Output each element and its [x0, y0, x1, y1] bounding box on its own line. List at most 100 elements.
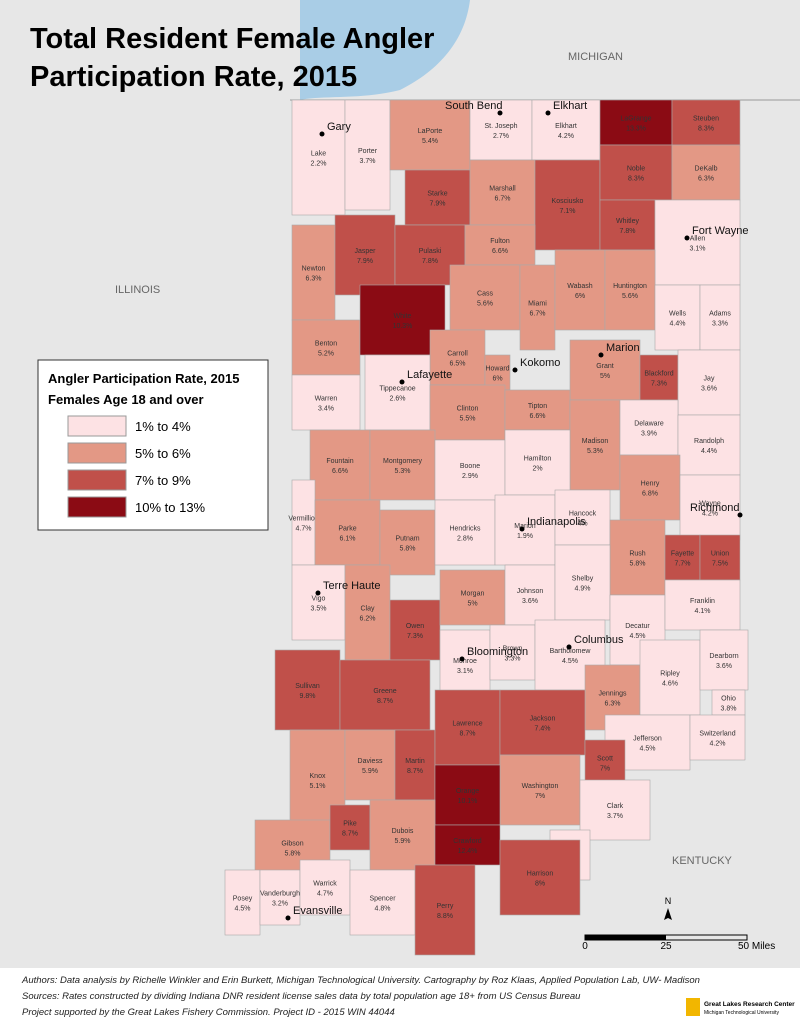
scale-label: 0	[582, 941, 588, 952]
county-rate: 5.5%	[460, 416, 476, 423]
county-rate: 2.6%	[390, 396, 406, 403]
county-rate: 6.1%	[340, 536, 356, 543]
county-name: Carroll	[447, 351, 468, 358]
county-area	[499, 689, 586, 756]
county-name: Marshall	[489, 186, 516, 193]
county-rate: 4.2%	[558, 133, 574, 140]
city-label: Columbus	[574, 634, 624, 646]
scale-label: 50 Miles	[738, 941, 775, 952]
city-dot	[545, 110, 551, 116]
county-name: Daviess	[358, 758, 383, 765]
county-rate: 2.9%	[462, 473, 478, 480]
county-rate: 4.7%	[296, 526, 312, 533]
county-name: Madison	[582, 438, 609, 445]
state-label: KENTUCKY	[672, 855, 733, 867]
county-area	[314, 499, 381, 566]
county-name: Crawford	[453, 838, 482, 845]
county-area	[439, 569, 506, 626]
county-rate: 4.5%	[640, 746, 656, 753]
county-area	[599, 144, 673, 201]
county-area	[654, 199, 741, 286]
scale-label: 25	[660, 941, 672, 952]
north-label: N	[665, 896, 672, 906]
county-rate: 3.7%	[360, 158, 376, 165]
county-area	[664, 579, 741, 631]
county-rate: 5.1%	[310, 783, 326, 790]
county-name: Gibson	[281, 841, 303, 848]
county-rate: 4.7%	[317, 891, 333, 898]
county-area	[469, 159, 536, 226]
county-name: Pike	[343, 821, 357, 828]
county-name: Fountain	[326, 458, 353, 465]
county-area	[554, 544, 611, 621]
county-name: Monroe	[453, 658, 477, 665]
state-label: ILLINOIS	[115, 284, 160, 296]
county-rate: 6%	[575, 293, 585, 300]
county-name: Johnson	[517, 588, 544, 595]
county-rate: 6.6%	[530, 413, 546, 420]
county-name: Dubois	[392, 828, 414, 835]
county-rate: 2.8%	[457, 536, 473, 543]
county-name: Orange	[456, 788, 479, 795]
county-rate: 6.3%	[605, 701, 621, 708]
county-name: Cass	[477, 291, 493, 298]
county-rate: 4.9%	[575, 586, 591, 593]
county-rate: 8.3%	[698, 126, 714, 133]
county-name: Wells	[669, 311, 686, 318]
county-rate: 13.3%	[626, 126, 646, 133]
city-dot	[566, 644, 572, 650]
logo-mark	[686, 998, 700, 1016]
county-rate: 4.4%	[670, 321, 686, 328]
county-rate: 10.1%	[458, 798, 478, 805]
county-area	[569, 399, 621, 491]
county-name: Jefferson	[633, 736, 662, 743]
county-name: Newton	[302, 266, 326, 273]
county-rate: 5.9%	[362, 768, 378, 775]
county-rate: 7.1%	[560, 208, 576, 215]
county-name: Jennings	[598, 691, 627, 698]
county-rate: 5.8%	[285, 851, 301, 858]
county-rate: 7.3%	[651, 381, 667, 388]
county-area	[429, 384, 506, 441]
footer-line: Sources: Rates constructed by dividing I…	[22, 991, 581, 1002]
cities: South Bend Elkhart Gary Fort Wayne Marion Kok…	[285, 100, 748, 921]
county-area	[699, 629, 749, 691]
county-name: Dearborn	[709, 653, 738, 660]
county-area	[329, 804, 371, 851]
county-area	[639, 354, 679, 401]
title: Total Resident Female Angler	[30, 23, 434, 55]
county-name: St. Joseph	[484, 123, 517, 130]
county-name: Shelby	[572, 576, 594, 583]
city-label: Terre Haute	[323, 580, 380, 592]
county-name: Martin	[405, 758, 425, 765]
county-rate: 2.7%	[493, 133, 509, 140]
county-area	[339, 659, 431, 731]
county-name: Vermillion	[288, 516, 318, 523]
county-name: Clinton	[457, 406, 479, 413]
county-name: Wabash	[567, 283, 593, 290]
county-name: Grant	[596, 363, 614, 370]
county-rate: 5%	[467, 601, 477, 608]
legend-label: 5% to 6%	[135, 446, 191, 461]
county-rate: 6.8%	[642, 491, 658, 498]
county-rate: 5.8%	[630, 561, 646, 568]
county-name: Clark	[607, 803, 624, 810]
county-area	[299, 859, 351, 916]
county-area	[309, 429, 371, 501]
county-area	[404, 169, 471, 226]
county-name: White	[394, 313, 412, 320]
county-name: Hancock	[569, 511, 597, 518]
county-area	[599, 99, 673, 146]
county-area	[494, 494, 556, 566]
county-area	[534, 159, 601, 251]
county-name: Randolph	[694, 438, 724, 445]
county-area	[504, 429, 571, 496]
county-name: Bartholomew	[550, 648, 592, 655]
county-rate: 2.2%	[311, 161, 327, 168]
city-label: Gary	[327, 121, 351, 133]
county-area	[699, 534, 741, 581]
county-area	[519, 264, 556, 351]
title: Participation Rate, 2015	[30, 61, 357, 93]
state-label: MICHIGAN	[568, 51, 623, 63]
county-rate: 3.9%	[641, 431, 657, 438]
